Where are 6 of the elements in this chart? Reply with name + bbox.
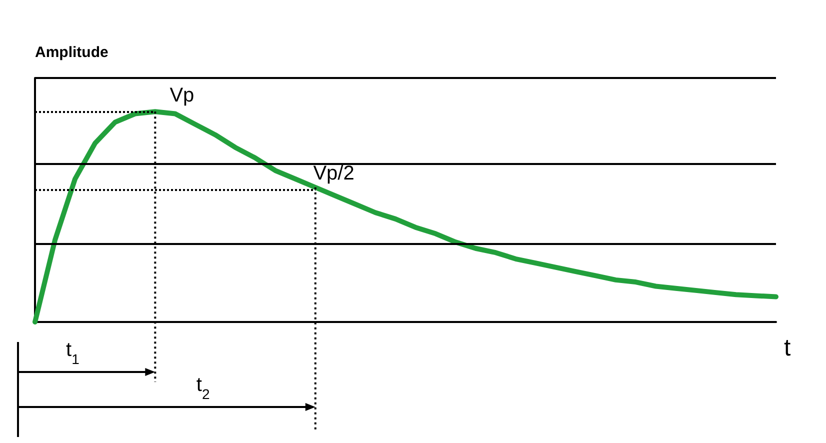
ref-line-label: Vp/2 — [313, 162, 354, 184]
y-axis-title: Amplitude — [35, 44, 108, 61]
x-axis-title: t — [784, 334, 791, 362]
text: t$_{1}$ — [66, 339, 80, 367]
ref-line-label: Vp — [170, 84, 194, 107]
text: t$_{2}$ — [196, 374, 210, 402]
